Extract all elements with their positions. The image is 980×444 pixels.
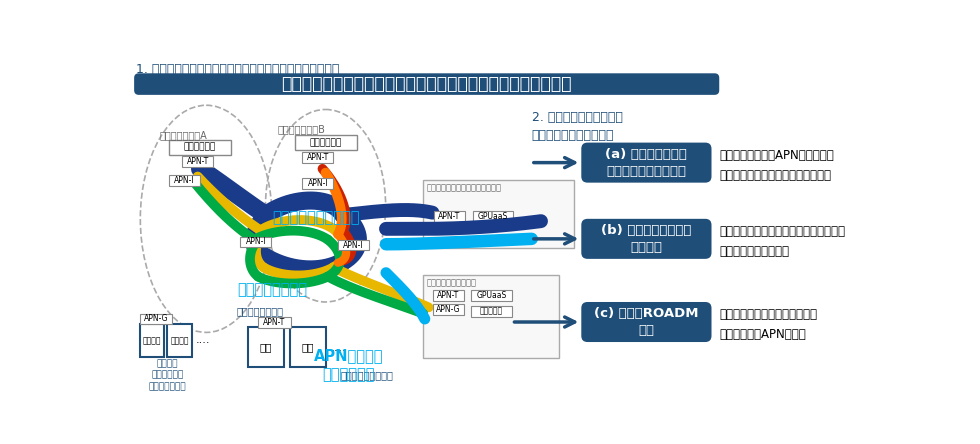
Bar [169, 139, 231, 155]
Bar [302, 178, 333, 189]
Text: APNノードの
張り出し機能: APNノードの 張り出し機能 [314, 348, 383, 382]
FancyBboxPatch shape [581, 219, 711, 259]
Text: APN-G: APN-G [144, 314, 169, 323]
Text: アクセス系への延伸: アクセス系への延伸 [340, 371, 393, 381]
Text: テナント: テナント [143, 336, 161, 345]
Text: ....: .... [330, 341, 346, 354]
Text: APN-I: APN-I [245, 238, 267, 246]
Text: クラウド基盤: クラウド基盤 [310, 138, 342, 147]
Bar [139, 313, 172, 324]
Bar [423, 275, 559, 358]
Text: ....: .... [195, 336, 210, 345]
Text: GPUaaS: GPUaaS [476, 291, 507, 300]
Text: 複数プロバイダのAPNが協調し、
耐障害性やサービス品質保証を確保: 複数プロバイダのAPNが協調し、 耐障害性やサービス品質保証を確保 [719, 149, 834, 182]
FancyBboxPatch shape [581, 302, 711, 342]
Bar [471, 290, 512, 301]
Text: APN-T: APN-T [437, 291, 459, 300]
Bar [295, 135, 357, 151]
Bar [472, 211, 514, 222]
Bar [423, 180, 574, 248]
FancyBboxPatch shape [134, 73, 719, 95]
Text: 複数プロバイダを跨るネットワーク接続の全体アーキテクチャ: 複数プロバイダを跨るネットワーク接続の全体アーキテクチャ [281, 75, 572, 93]
Text: 地方のデータセンター: 地方のデータセンター [426, 278, 476, 287]
Text: クラウド事業者B: クラウド事業者B [277, 124, 325, 134]
Text: クラウド事業者A: クラウド事業者A [160, 130, 208, 140]
Text: APN-G: APN-G [436, 305, 461, 314]
Text: 企業: 企業 [302, 342, 314, 353]
Bar [471, 306, 512, 317]
Text: APN-I: APN-I [308, 179, 328, 188]
Text: APN-T: APN-T [264, 318, 285, 327]
Bar [248, 327, 283, 368]
Text: (b) サブチャネル回線
交換技術: (b) サブチャネル回線 交換技術 [601, 224, 692, 254]
Bar [240, 237, 271, 247]
Bar [168, 324, 192, 357]
Bar [338, 240, 368, 250]
Bar [302, 152, 333, 163]
Text: 通信方路制御機能: 通信方路制御機能 [237, 282, 307, 297]
Text: APN-T: APN-T [438, 212, 461, 221]
Text: ストレージ: ストレージ [480, 307, 503, 316]
Bar [432, 304, 464, 315]
Text: 2. オール光ネットワーク
共通基盤技術の研究開発: 2. オール光ネットワーク 共通基盤技術の研究開発 [532, 111, 622, 142]
Text: テナント: テナント [171, 336, 189, 345]
FancyBboxPatch shape [581, 143, 711, 182]
Bar [432, 290, 464, 301]
Text: 地方データセンターや中小拠点
に展開可能なAPNノード: 地方データセンターや中小拠点 に展開可能なAPNノード [719, 308, 817, 341]
Bar [139, 324, 165, 357]
Text: APN-I: APN-I [174, 176, 195, 185]
Bar [434, 211, 465, 222]
Text: APN-T: APN-T [186, 157, 209, 166]
Text: (c) 分散型ROADM
技術: (c) 分散型ROADM 技術 [594, 307, 699, 337]
Text: (a) 光ネットワーク
フェデレーション技術: (a) 光ネットワーク フェデレーション技術 [606, 147, 687, 178]
Text: クラウド基盤: クラウド基盤 [184, 143, 217, 152]
Text: サービス開発管理機能: サービス開発管理機能 [272, 210, 360, 225]
Bar [182, 156, 214, 167]
Text: GPUaaS: GPUaaS [478, 212, 508, 221]
Text: APN-I: APN-I [343, 241, 364, 250]
Text: 企業: 企業 [260, 342, 272, 353]
Text: 1. オール光ネットワークの全体的なアーキテクチャの策定: 1. オール光ネットワークの全体的なアーキテクチャの策定 [136, 63, 340, 75]
Text: データセンター事業者（他社系）: データセンター事業者（他社系） [426, 183, 502, 192]
Text: 接続先切替の実現: 接続先切替の実現 [237, 306, 284, 316]
Text: APN-T: APN-T [307, 153, 329, 162]
Bar [169, 175, 200, 186]
Bar [258, 317, 291, 328]
Bar [290, 327, 325, 368]
Text: 複合拠点
オフィスビル
リサーチパーク: 複合拠点 オフィスビル リサーチパーク [149, 359, 186, 392]
Text: ユーザが複数クラウド・データセンター
の同時利用、柔軟切替: ユーザが複数クラウド・データセンター の同時利用、柔軟切替 [719, 225, 845, 258]
